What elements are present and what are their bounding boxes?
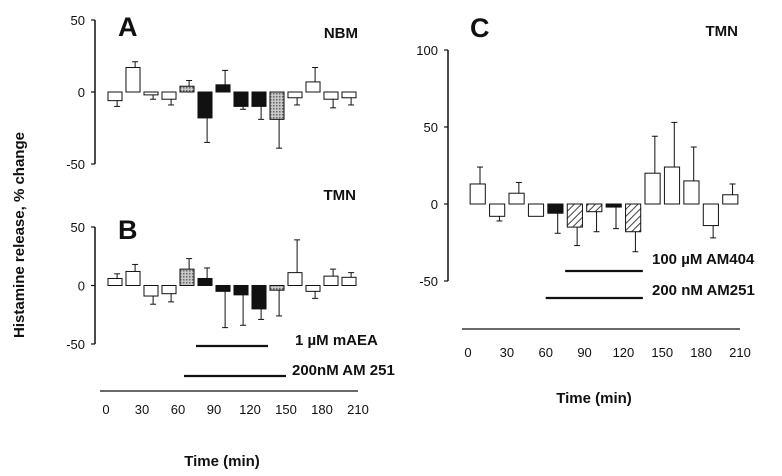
bar — [107, 277, 123, 287]
panel-a-region: NBM — [324, 25, 358, 42]
bar — [625, 203, 642, 233]
y-tick-label: 0 — [78, 85, 85, 100]
bar — [527, 203, 545, 217]
bar — [125, 270, 141, 286]
bar — [287, 91, 303, 99]
bar — [215, 285, 231, 292]
bar — [269, 285, 285, 291]
bar — [341, 91, 357, 99]
x-tick-label: 30 — [135, 402, 149, 417]
plots: 50 0 -50 50 0 -50 0 30 60 90 120 150 180 210 Time (min… — [66, 13, 755, 470]
treatment-label: 1 µM mAEA — [295, 332, 378, 349]
panel-b-letter: B — [118, 215, 138, 245]
treatment-label: 200nM AM 251 — [292, 362, 395, 379]
bar — [287, 272, 303, 287]
chart-panel-a: 50 0 -50 — [66, 13, 357, 172]
y-tick-label: -50 — [66, 157, 85, 172]
treatment-label: 200 nM AM251 — [652, 282, 755, 299]
panel-c-letter: C — [470, 13, 490, 43]
x-axis-label: Time (min) — [184, 453, 260, 470]
bar — [323, 275, 339, 287]
x-tick-label: 120 — [613, 345, 635, 360]
bar — [251, 91, 267, 107]
x-tick-label: 210 — [347, 402, 369, 417]
y-tick-label: 0 — [431, 197, 438, 212]
x-tick-label: 60 — [171, 402, 185, 417]
bar — [179, 85, 195, 93]
panel-a-letter: A — [118, 12, 138, 42]
bar — [215, 84, 231, 93]
y-tick-label: -50 — [419, 274, 438, 289]
x-tick-label: 150 — [275, 402, 297, 417]
panel-c-region: TMN — [706, 23, 739, 40]
bar — [644, 172, 661, 205]
bar — [161, 91, 177, 100]
bar — [702, 203, 719, 227]
bar — [341, 276, 357, 286]
bar — [107, 91, 123, 102]
chart-panel-b: 50 0 -50 0 30 60 90 120 150 180 210 Time (min) 1 µM … — [66, 220, 395, 470]
x-tick-label: 30 — [500, 345, 514, 360]
y-tick-label: 50 — [424, 120, 438, 135]
x-tick-label: 90 — [577, 345, 591, 360]
bar — [143, 91, 159, 96]
x-tick-label: 120 — [239, 402, 261, 417]
bar — [323, 91, 339, 100]
bar — [508, 192, 525, 205]
y-tick-label: 50 — [71, 13, 85, 28]
bar — [143, 285, 159, 297]
x-tick-label: 60 — [538, 345, 552, 360]
bar — [179, 268, 195, 286]
bar — [547, 203, 564, 214]
treatment-label: 100 µM AM404 — [652, 251, 755, 268]
bar — [233, 91, 249, 107]
bar — [125, 67, 141, 93]
x-tick-label: 0 — [464, 345, 471, 360]
panel-b-region: TMN — [324, 187, 357, 204]
bar — [305, 285, 321, 292]
x-tick-label: 150 — [651, 345, 673, 360]
bar — [197, 277, 213, 287]
bar — [251, 285, 267, 310]
y-tick-label: 0 — [78, 279, 85, 294]
bar — [566, 203, 583, 228]
y-tick-label: -50 — [66, 337, 85, 352]
y-tick-label: 50 — [71, 220, 85, 235]
x-tick-label: 90 — [207, 402, 221, 417]
bar — [605, 203, 622, 208]
bar — [663, 166, 681, 205]
bar — [197, 91, 213, 119]
chart-panel-c: 100 50 0 -50 0 30 60 90 120 150 180 210 Time (min) 10… — [416, 43, 755, 407]
bar — [469, 183, 486, 205]
bar — [722, 194, 739, 205]
bar — [233, 285, 249, 296]
x-tick-label: 180 — [311, 402, 333, 417]
bar — [683, 180, 700, 205]
x-tick-label: 0 — [102, 402, 109, 417]
x-tick-label: 210 — [729, 345, 751, 360]
bar — [489, 203, 506, 217]
bar — [586, 203, 603, 213]
x-axis-label: Time (min) — [556, 390, 632, 407]
y-axis-label: Histamine release, % change — [11, 132, 28, 338]
bar — [269, 91, 285, 120]
bar — [161, 285, 177, 295]
y-tick-label: 100 — [416, 43, 438, 58]
x-tick-label: 180 — [690, 345, 712, 360]
bar — [305, 81, 321, 93]
